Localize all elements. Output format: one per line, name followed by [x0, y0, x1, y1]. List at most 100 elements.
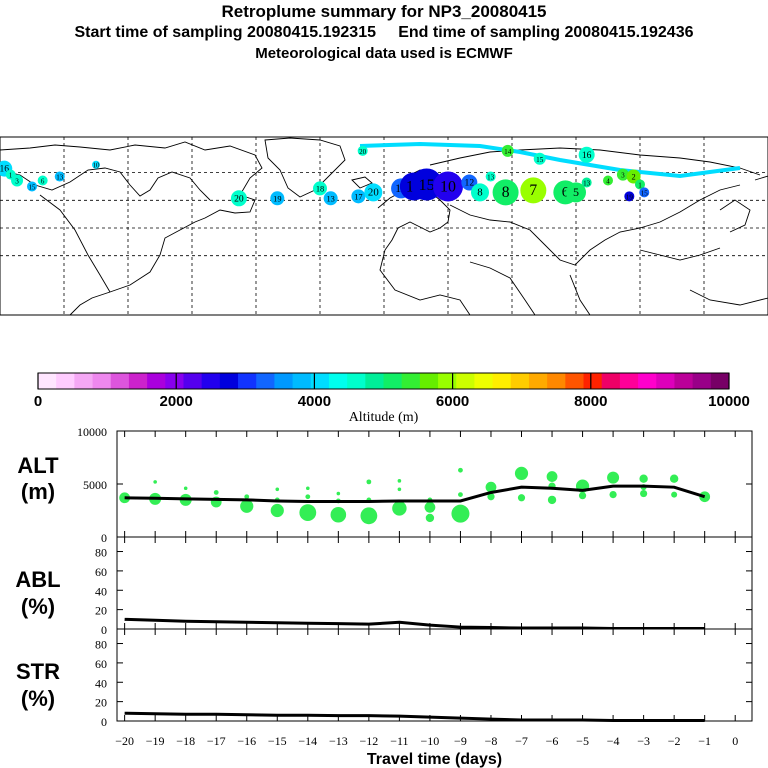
x-tick-label: 0	[732, 734, 738, 748]
alt-dot	[546, 471, 558, 482]
colorbar-swatch	[292, 373, 312, 389]
alt-dot	[485, 481, 497, 493]
plume-marker	[92, 160, 100, 169]
plume-marker	[433, 171, 463, 202]
x-tick-label: −18	[176, 734, 195, 748]
alt-dot	[451, 504, 470, 523]
alt-dot	[424, 501, 436, 513]
alt-dot	[397, 487, 402, 492]
colorbar-swatch	[492, 373, 512, 389]
alt-dot	[330, 506, 347, 523]
alt-dot	[547, 495, 557, 505]
y-tick-label: 0	[101, 715, 107, 729]
alt-dot	[244, 494, 250, 500]
plume-marker	[485, 171, 496, 182]
alt-dot	[213, 490, 219, 495]
alt-dot	[306, 486, 310, 491]
start-time: Start time of sampling 20080415.192315	[74, 24, 377, 41]
x-tick-label: −1	[698, 734, 711, 748]
alt-dot	[425, 513, 435, 523]
time-series-panels: 0500010000ALT(m)020406080ABL(%)020406080…	[15, 425, 753, 768]
x-tick-label: −13	[329, 734, 348, 748]
plume-marker	[351, 189, 366, 204]
colorbar-tick-label: 8000	[574, 393, 607, 410]
colorbar-swatch	[183, 373, 203, 389]
colorbar-swatch	[638, 373, 657, 389]
colorbar-swatch	[165, 373, 184, 389]
alt-dot	[240, 499, 254, 513]
plume-marker-label: 10	[93, 162, 101, 170]
plume-marker-label: 1	[638, 181, 642, 189]
x-axis-label: Travel time (days)	[367, 751, 502, 768]
plume-marker-label: 2	[632, 173, 636, 182]
plume-marker-label: 13	[326, 194, 334, 203]
y-tick-label: 40	[95, 676, 107, 690]
page-title: Retroplume summary for NP3_20080415	[221, 2, 547, 21]
plume-marker-label: 5	[573, 185, 579, 199]
plume-marker	[626, 169, 641, 184]
plume-marker-label: 4	[606, 178, 610, 186]
plume-marker-label: 20	[234, 193, 244, 204]
panel-unit: (%)	[21, 594, 55, 619]
panel-frame	[116, 628, 753, 722]
y-tick-label: 20	[95, 696, 107, 710]
x-tick-label: −20	[115, 734, 134, 748]
plume-marker-label: 16	[582, 150, 592, 161]
colorbar-swatch	[692, 373, 712, 389]
alt-dot	[640, 489, 648, 498]
colorbar-swatch	[419, 373, 439, 389]
plume-marker-label: 6	[562, 185, 569, 201]
plume-marker-label: 8	[477, 187, 482, 199]
y-tick-label: 40	[95, 584, 107, 598]
colorbar-swatch	[274, 373, 294, 389]
colorbar-swatch	[38, 373, 57, 389]
plume-marker	[37, 175, 48, 186]
alt-dot	[487, 493, 495, 501]
panel-label: ABL	[15, 567, 60, 592]
plume-marker	[357, 145, 368, 156]
plume-marker-label: 13	[487, 174, 495, 182]
colorbar-swatch	[219, 373, 239, 389]
plume-marker	[520, 177, 547, 204]
alt-dot	[366, 479, 372, 485]
plume-marker-label: 13	[56, 174, 64, 182]
colorbar-tick-label: 0	[34, 393, 42, 410]
alt-dot	[514, 466, 529, 480]
colorbar-swatch	[583, 373, 603, 389]
x-tick-label: −6	[546, 734, 559, 748]
plume-marker-label: 16	[0, 164, 9, 175]
y-tick-label: 10000	[77, 425, 107, 439]
alt-dot	[305, 494, 311, 500]
x-tick-label: −8	[485, 734, 498, 748]
plume-marker	[471, 183, 489, 202]
plume-marker-label: 15	[641, 189, 649, 197]
x-tick-label: −9	[454, 734, 467, 748]
y-tick-label: 20	[95, 604, 107, 618]
plume-marker-label: 15	[536, 156, 544, 164]
alt-dot	[458, 492, 463, 497]
panel-unit: (%)	[21, 686, 55, 711]
end-time: End time of sampling 20080415.192436	[398, 24, 694, 41]
x-tick-label: −10	[421, 734, 440, 748]
colorbar-swatch	[601, 373, 621, 389]
x-tick-label: −5	[576, 734, 589, 748]
plume-marker	[635, 179, 645, 190]
plume-marker	[492, 179, 519, 206]
series-line	[124, 617, 705, 631]
plume-marker-label: 8	[502, 184, 510, 201]
x-tick-label: −16	[237, 734, 256, 748]
plume-marker-label: 20	[368, 187, 379, 199]
colorbar-swatch	[674, 373, 694, 389]
x-tick-label: −12	[359, 734, 378, 748]
colorbar-swatch	[92, 373, 112, 389]
panel-label: STR	[16, 659, 60, 684]
colorbar-tick-label: 2000	[160, 393, 193, 410]
alt-dot	[578, 492, 587, 500]
colorbar-swatch	[528, 373, 548, 389]
plume-marker-label: 14	[504, 148, 512, 156]
alt-dot	[392, 501, 407, 516]
alt-dot	[609, 491, 617, 499]
plume-marker-label: 13	[583, 179, 591, 187]
alt-dot	[517, 494, 526, 502]
